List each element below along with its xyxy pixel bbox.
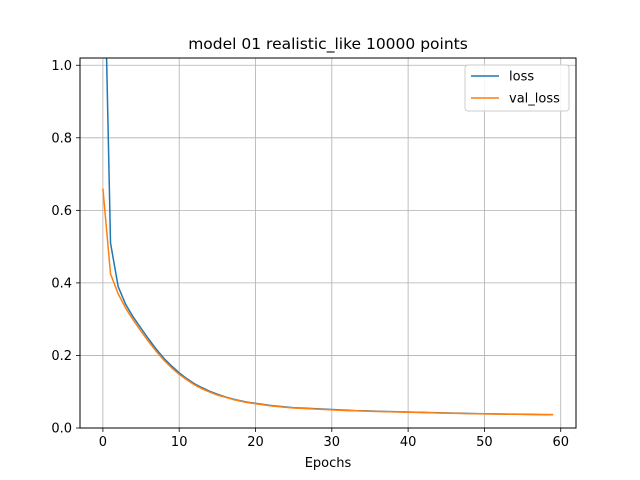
chart-title: model 01 realistic_like 10000 points <box>188 35 468 54</box>
x-tick-label-1: 10 <box>171 435 188 450</box>
x-tick-label-5: 50 <box>476 435 493 450</box>
legend: loss val_loss <box>464 64 570 112</box>
y-tick-label-5: 1.0 <box>51 59 72 74</box>
x-tick-label-3: 30 <box>324 435 341 450</box>
x-tick-label-2: 20 <box>247 435 264 450</box>
y-tick-label-4: 0.8 <box>51 131 72 146</box>
y-tick-label-2: 0.4 <box>51 276 72 291</box>
series-line-val_loss <box>102 188 554 416</box>
y-tick-label-0: 0.0 <box>51 422 72 437</box>
x-tick-label-0: 0 <box>99 435 107 450</box>
legend-label-loss: loss <box>509 70 534 85</box>
y-tick-label-1: 0.2 <box>51 349 72 364</box>
legend-label-val_loss: val_loss <box>509 92 560 107</box>
x-tick-label-4: 40 <box>400 435 417 450</box>
x-axis-label: Epochs <box>305 456 352 471</box>
x-axis-ticks: 0 10 20 30 40 50 60 <box>99 428 569 450</box>
plot-area-frame <box>79 57 577 429</box>
series-lines <box>102 58 554 416</box>
y-axis-ticks: 0.0 0.2 0.4 0.6 0.8 1.0 <box>51 59 80 437</box>
y-tick-label-3: 0.6 <box>51 204 72 219</box>
x-tick-label-6: 60 <box>552 435 569 450</box>
